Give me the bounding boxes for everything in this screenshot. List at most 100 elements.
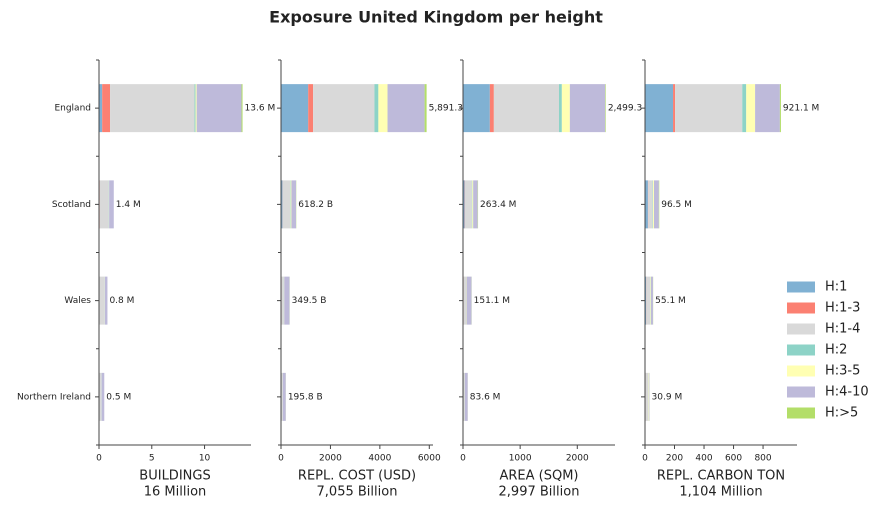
value-label: 921.1 M [783, 104, 819, 114]
x-tick-label: 0 [642, 454, 648, 464]
value-label: 195.8 B [288, 392, 323, 402]
bar-segment [465, 373, 468, 421]
x-axis-label: REPL. COST (USD) [298, 469, 416, 484]
bar-segment [102, 84, 110, 132]
x-axis-label: 1,104 Million [679, 485, 762, 500]
bar-segment [110, 84, 194, 132]
bar-segment [197, 84, 242, 132]
bar-segment [472, 180, 473, 228]
bar-segment [673, 84, 675, 132]
value-label: 55.1 M [655, 296, 686, 306]
x-tick-label: 1000 [509, 454, 532, 464]
x-axis-label: 7,055 Billion [317, 485, 398, 500]
legend-label: H:1-3 [825, 301, 860, 316]
x-tick-label: 0 [96, 454, 102, 464]
bar-segment [109, 180, 114, 228]
x-tick-label: 600 [725, 454, 742, 464]
value-label: 13.6 M [245, 104, 276, 114]
x-axis-label: 16 Million [144, 485, 207, 500]
value-label: 5,891.3 [429, 104, 463, 114]
value-label: 1.4 M [116, 200, 141, 210]
bar-segment [570, 84, 605, 132]
bar-segment [605, 84, 606, 132]
legend-swatch [787, 345, 815, 356]
bar-segment [425, 84, 427, 132]
bar-segment [646, 277, 650, 325]
value-label: 263.4 M [480, 200, 516, 210]
bar-segment [291, 180, 296, 228]
value-label: 618.2 B [298, 200, 333, 210]
x-axis-label: BUILDINGS [139, 469, 210, 484]
y-tick-label: Scotland [52, 200, 91, 210]
value-label: 0.8 M [109, 296, 134, 306]
bar-segment [466, 277, 471, 325]
x-tick-label: 5 [149, 454, 155, 464]
bar-segment [105, 277, 108, 325]
x-axis-label: AREA (SQM) [499, 469, 578, 484]
bar-segment [654, 180, 659, 228]
y-tick-label: England [54, 104, 91, 114]
value-label: 0.5 M [106, 392, 131, 402]
bar-segment [490, 84, 494, 132]
bar-segment [473, 180, 478, 228]
bar-segment [291, 180, 292, 228]
y-tick-label: Northern Ireland [17, 392, 91, 402]
bar-segment [755, 84, 780, 132]
legend-swatch [787, 303, 815, 314]
legend-label: H:1 [825, 280, 847, 295]
x-tick-label: 200 [666, 454, 683, 464]
bar-segment [463, 373, 464, 421]
bar-segment [494, 84, 559, 132]
bar-segment [378, 84, 387, 132]
bar-segment [465, 180, 472, 228]
bar-segment [645, 84, 673, 132]
x-tick-label: 6000 [418, 454, 441, 464]
x-tick-label: 2000 [319, 454, 342, 464]
x-tick-label: 4000 [368, 454, 391, 464]
bar-segment [648, 180, 652, 228]
chart-title: Exposure United Kingdom per height [269, 8, 603, 27]
bar-segment [559, 84, 562, 132]
bar-segment [651, 277, 653, 325]
legend-label: H:2 [825, 343, 847, 358]
bar-segment [374, 84, 378, 132]
x-axis-label: 2,997 Billion [499, 485, 580, 500]
legend-swatch [787, 408, 815, 419]
value-label: 151.1 M [474, 296, 510, 306]
bar-segment [284, 277, 289, 325]
legend-swatch [787, 282, 815, 293]
bar-segment [100, 180, 109, 228]
legend-swatch [787, 366, 815, 377]
x-tick-label: 10 [199, 454, 211, 464]
bar-segment [195, 84, 196, 132]
bar-segment [463, 84, 490, 132]
value-label: 2,499.3 [608, 104, 642, 114]
x-tick-label: 0 [278, 454, 284, 464]
bar-segment [653, 180, 654, 228]
y-tick-label: Wales [64, 296, 91, 306]
bar-segment [650, 277, 651, 325]
x-tick-label: 400 [695, 454, 712, 464]
bar-segment [283, 373, 286, 421]
legend-label: H:>5 [825, 406, 858, 421]
bar-segment [464, 277, 466, 325]
x-tick-label: 800 [754, 454, 771, 464]
x-tick-label: 2000 [566, 454, 589, 464]
bar-segment [313, 84, 374, 132]
bar-segment [99, 373, 101, 421]
bar-segment [283, 180, 290, 228]
bar-segment [675, 84, 742, 132]
x-tick-label: 0 [460, 454, 466, 464]
bar-segment [242, 84, 243, 132]
bar-segment [102, 373, 105, 421]
legend-swatch [787, 387, 815, 398]
value-label: 83.6 M [470, 392, 501, 402]
bar-segment [281, 373, 282, 421]
legend-label: H:1-4 [825, 322, 860, 337]
value-label: 349.5 B [292, 296, 327, 306]
bar-segment [308, 84, 313, 132]
bar-segment [281, 84, 308, 132]
bar-segment [646, 373, 649, 421]
legend-label: H:4-10 [825, 385, 869, 400]
